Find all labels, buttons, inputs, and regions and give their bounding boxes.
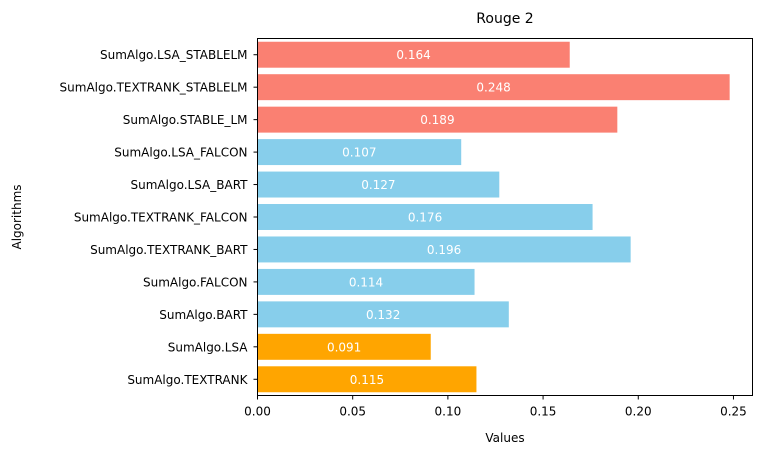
- bar-value-label: 0.115: [350, 373, 384, 387]
- y-tick-label: SumAlgo.TEXTRANK_FALCON: [74, 211, 248, 225]
- bar: [257, 333, 431, 360]
- y-tick-label: SumAlgo.LSA_FALCON: [114, 146, 247, 160]
- bar: [257, 301, 509, 328]
- y-tick-label: SumAlgo.BART: [159, 308, 248, 322]
- y-tick-label: SumAlgo.FALCON: [143, 275, 248, 289]
- x-tick-label: 0.05: [339, 405, 366, 419]
- bar-value-label: 0.107: [342, 146, 376, 160]
- bar-value-label: 0.091: [327, 340, 361, 354]
- y-tick-group: SumAlgo.LSA_STABLELM SumAlgo.TEXTRANK_STA…: [60, 48, 258, 387]
- bar: [257, 41, 570, 68]
- bar: [257, 366, 477, 393]
- x-tick-label: 0.10: [435, 405, 462, 419]
- x-tick-label: 0.15: [530, 405, 557, 419]
- bar: [257, 268, 475, 295]
- y-axis-label: Algorithms: [10, 184, 24, 249]
- y-tick-label: SumAlgo.STABLE_LM: [123, 113, 248, 127]
- bar: [257, 139, 462, 166]
- bar-value-label: 0.196: [427, 243, 461, 257]
- bar-value-label: 0.132: [366, 308, 400, 322]
- bar-value-label: 0.176: [408, 211, 442, 225]
- bar-value-label: 0.114: [349, 275, 383, 289]
- bars-group: [257, 41, 730, 393]
- bar: [257, 236, 631, 263]
- y-tick-label: SumAlgo.TEXTRANK: [127, 373, 248, 387]
- chart-title: Rouge 2: [476, 11, 533, 27]
- y-tick-label: SumAlgo.TEXTRANK_BART: [90, 243, 248, 257]
- x-tick-label: 0.00: [244, 405, 271, 419]
- bar: [257, 171, 500, 198]
- y-tick-label: SumAlgo.LSA_STABLELM: [100, 48, 248, 62]
- bar: [257, 74, 730, 101]
- x-axis-label: Values: [485, 431, 524, 445]
- bar: [257, 204, 593, 230]
- bar: [257, 106, 618, 133]
- y-tick-label: SumAlgo.LSA_BART: [131, 178, 249, 192]
- plot-frame: [257, 38, 753, 396]
- x-tick-label: 0.25: [720, 405, 747, 419]
- bar-value-label: 0.189: [420, 113, 454, 127]
- bar-value-label: 0.248: [476, 81, 510, 95]
- bar-labels-group: 0.164 0.248 0.189 0.107 0.127 0.176 0.196 0.114…: [327, 48, 511, 387]
- bar-value-label: 0.164: [396, 48, 430, 62]
- x-tick-group: 0.00 0.05 0.10 0.15 0.20 0.25: [244, 395, 747, 419]
- y-tick-label: SumAlgo.TEXTRANK_STABLELM: [60, 81, 248, 95]
- x-tick-label: 0.20: [625, 405, 652, 419]
- bar-value-label: 0.127: [361, 178, 395, 192]
- y-tick-label: SumAlgo.LSA: [168, 340, 249, 354]
